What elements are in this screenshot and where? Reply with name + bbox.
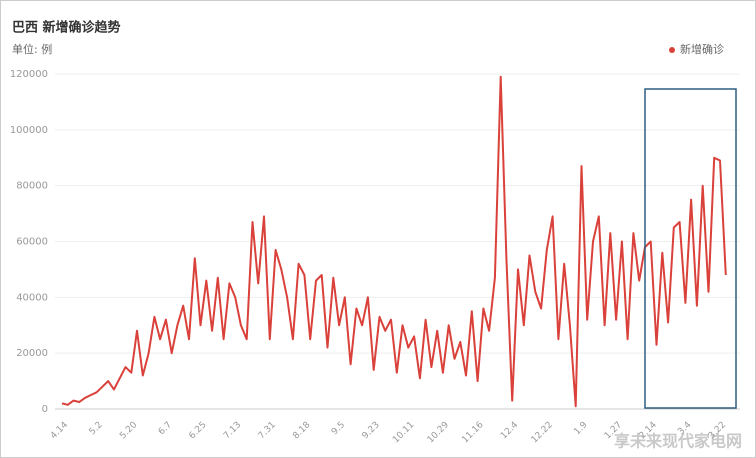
series-line [61, 75, 727, 408]
y-tick-label: 60000 [16, 237, 48, 248]
watermark: 享未来现代家电网 [614, 432, 742, 451]
highlight-box [644, 88, 737, 409]
y-tick-label: 20000 [16, 348, 48, 359]
legend-swatch [669, 47, 675, 53]
y-tick-label: 120000 [10, 69, 48, 80]
subtitle: 单位: 例 [12, 42, 52, 56]
y-tick-label: 40000 [16, 292, 48, 303]
legend-label: 新增确诊 [680, 42, 724, 56]
y-tick-label: 100000 [10, 125, 48, 136]
y-tick-label: 0 [42, 404, 48, 415]
y-tick-label: 80000 [16, 181, 48, 192]
chart-title: 巴西 新增确诊趋势 [12, 20, 121, 36]
